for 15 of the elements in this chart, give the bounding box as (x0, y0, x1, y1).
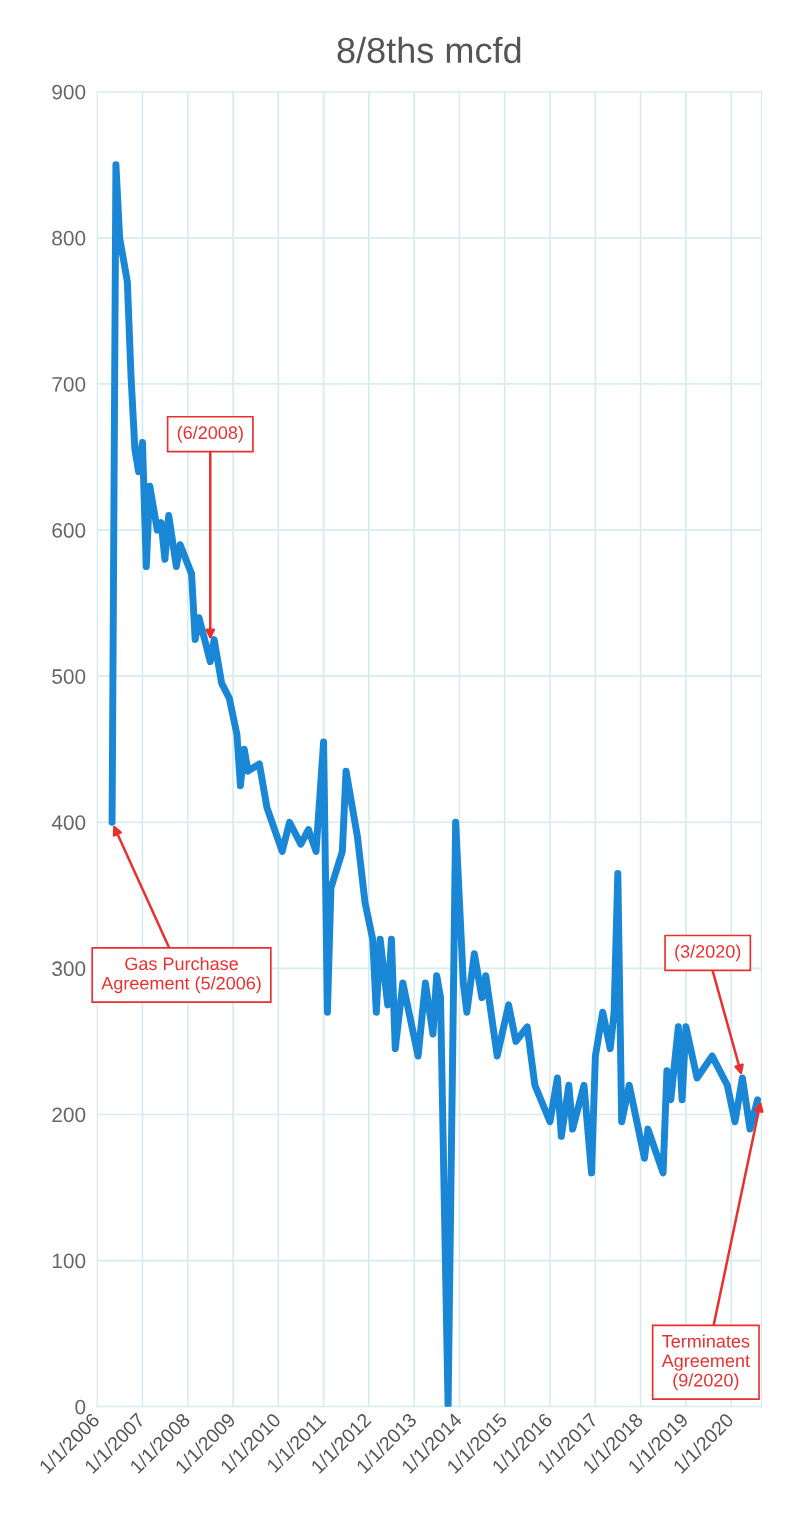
y-tick-label: 900 (52, 84, 86, 100)
y-tick-label: 300 (52, 961, 86, 977)
annotation: (3/2020) (675, 944, 741, 962)
y-tick-label: 100 (52, 1253, 86, 1269)
y-tick-label: 400 (51, 815, 86, 831)
y-tick-label: 600 (52, 523, 86, 538)
chart-title: 8/8ths mcfd (337, 36, 521, 64)
y-tick-label: 200 (52, 1107, 86, 1123)
annotation: Terminates Agreement (9/2020) (661, 1334, 750, 1391)
annotation: (6/2008) (177, 425, 243, 443)
y-tick-label: 0 (75, 1399, 86, 1415)
annotation: Gas Purchase Agreement (5/2006) (101, 956, 261, 994)
y-tick-label: 500 (52, 669, 86, 684)
y-tick-label: 800 (52, 230, 86, 246)
y-tick-label: 700 (52, 376, 86, 392)
